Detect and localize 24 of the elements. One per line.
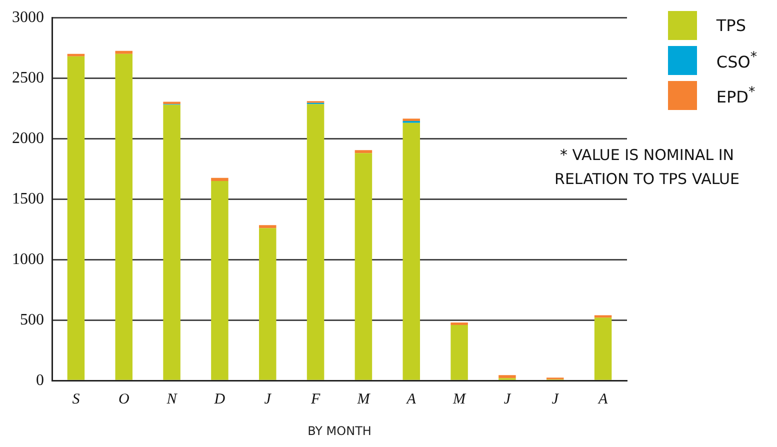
legend-label: EPD$^{*}$ (716, 84, 756, 106)
x-tick-label: J (264, 392, 272, 408)
x-tick-label: J (504, 392, 512, 408)
legend-label: CSO$^{*}$ (716, 50, 757, 72)
annotation: * VALUE IS NOMINAL IN RELATION TO TPS VALUE (554, 145, 740, 190)
y-tick-label: 500 (20, 311, 44, 328)
legend-label: TPS (716, 16, 746, 35)
x-tick-label: S (72, 392, 80, 408)
y-tick-label: 0 (36, 372, 44, 389)
y-tick-label: 2500 (12, 69, 44, 86)
x-tick-label: N (166, 392, 178, 408)
x-tick-label: J (552, 392, 560, 408)
y-tick-label: 1500 (12, 190, 44, 208)
x-axis-title: BY MONTH (308, 424, 372, 438)
x-tick-label: M (356, 392, 372, 408)
x-tick-label: A (597, 392, 608, 408)
y-tick-label: 3000 (12, 8, 44, 26)
y-tick-label: 1000 (12, 250, 44, 268)
x-tick-label: A (406, 392, 417, 408)
x-tick-label: O (118, 392, 130, 408)
x-tick-label: D (213, 392, 226, 408)
y-tick-label: 2000 (12, 130, 44, 147)
x-tick-label: F (310, 392, 321, 408)
x-tick-label: M (452, 392, 468, 408)
